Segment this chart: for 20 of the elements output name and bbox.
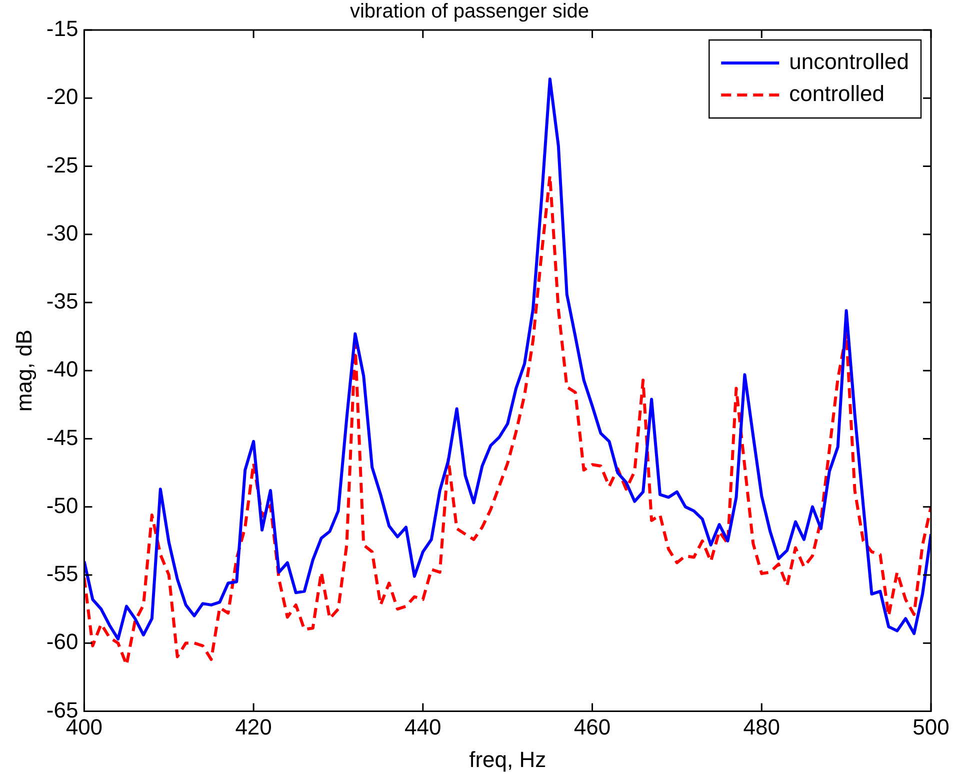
y-tick-label: -15: [46, 16, 78, 42]
y-tick-label: -45: [46, 424, 78, 450]
y-axis-title: mag, dB: [11, 330, 36, 412]
y-tick-label: -25: [46, 152, 78, 178]
y-tick-label: -20: [46, 84, 78, 110]
legend-label: uncontrolled: [789, 49, 910, 74]
x-tick-label: 440: [404, 714, 442, 740]
x-axis-title: freq, Hz: [469, 746, 546, 772]
x-tick-label: 500: [912, 714, 950, 740]
x-tick-label: 420: [235, 714, 272, 740]
x-tick-label: 460: [574, 714, 611, 740]
chart-title: vibration of passenger side: [350, 0, 590, 23]
y-tick-label: -60: [46, 629, 78, 654]
y-tick-label: -35: [46, 288, 78, 314]
y-tick-label: -30: [46, 220, 78, 246]
y-tick-label: -40: [46, 356, 78, 382]
x-tick-label: 480: [743, 714, 780, 740]
y-tick-label: -55: [46, 561, 78, 586]
y-tick-label: -50: [46, 492, 78, 518]
legend-label: controlled: [789, 81, 885, 106]
